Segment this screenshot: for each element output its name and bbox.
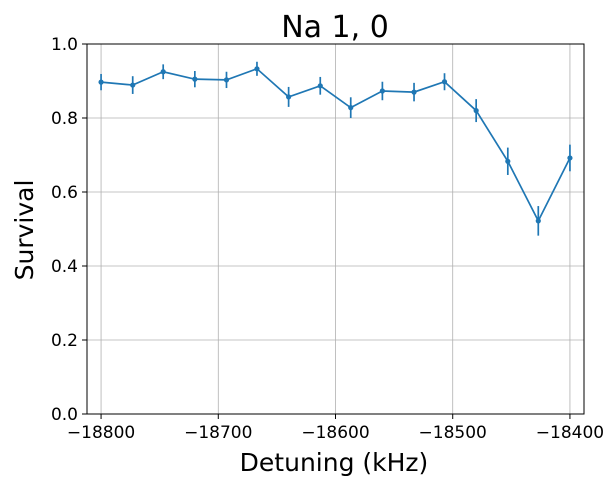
x-tick-label: −18700 bbox=[184, 423, 252, 443]
data-point bbox=[379, 88, 385, 94]
data-point bbox=[535, 218, 541, 224]
x-tick-label: −18800 bbox=[67, 423, 135, 443]
x-tick-label: −18500 bbox=[419, 423, 487, 443]
y-tick-label: 0.0 bbox=[51, 405, 78, 425]
data-point bbox=[98, 79, 104, 85]
y-axis-label: Survival bbox=[10, 180, 39, 281]
grid bbox=[87, 43, 584, 415]
y-tick-label: 1.0 bbox=[51, 35, 78, 55]
y-tick-label: 0.2 bbox=[51, 331, 78, 351]
data-point bbox=[505, 158, 511, 164]
data-point bbox=[130, 82, 136, 88]
axis-ticks: −18800 −18700 −18600 −18500 −18400 0.0 0.2 0.4 0… bbox=[51, 35, 604, 443]
y-tick-label: 0.6 bbox=[51, 183, 78, 203]
data-point bbox=[254, 66, 260, 72]
data-point bbox=[286, 94, 292, 100]
y-tick-label: 0.8 bbox=[51, 109, 78, 129]
data-point bbox=[567, 155, 573, 161]
data-point bbox=[192, 76, 198, 82]
data-point bbox=[223, 77, 230, 83]
data-series bbox=[98, 61, 573, 236]
data-point bbox=[317, 83, 323, 89]
chart-title: Na 1, 0 bbox=[281, 10, 389, 45]
x-tick-label: −18400 bbox=[536, 423, 604, 443]
data-point bbox=[160, 69, 166, 75]
y-tick-label: 0.4 bbox=[51, 257, 78, 277]
x-axis-label: Detuning (kHz) bbox=[240, 448, 429, 477]
x-tick-label: −18600 bbox=[301, 423, 369, 443]
data-point bbox=[441, 79, 448, 85]
series-line bbox=[100, 67, 571, 223]
data-point bbox=[473, 108, 479, 114]
data-point bbox=[348, 105, 354, 111]
data-point bbox=[411, 89, 417, 95]
